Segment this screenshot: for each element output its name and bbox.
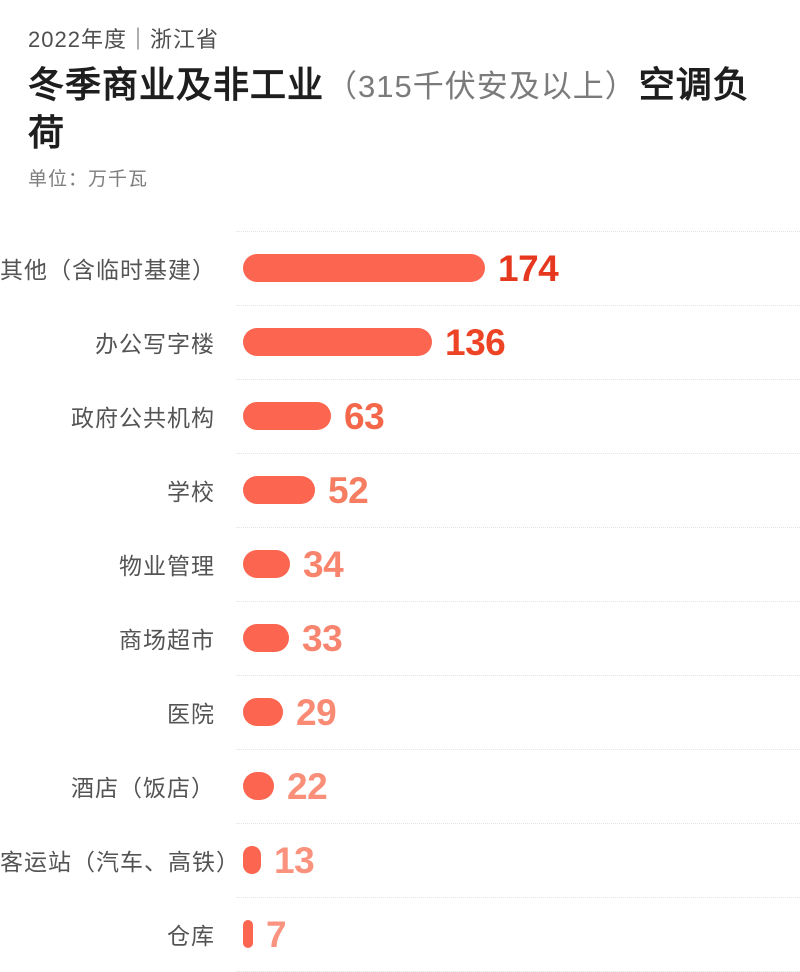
bar <box>243 328 432 356</box>
chart-header: 2022年度｜浙江省 冬季商业及非工业（315千伏安及以上）空调负荷 单位：万千… <box>0 0 800 192</box>
category-label: 办公写字楼 <box>95 331 215 357</box>
bar <box>243 476 315 504</box>
category-label: 医院 <box>167 701 215 727</box>
row-divider <box>236 749 800 750</box>
category-label: 政府公共机构 <box>71 405 215 431</box>
category-label: 仓库 <box>167 923 215 949</box>
title-bold-left: 冬季商业及非工业 <box>28 64 325 105</box>
bar <box>243 624 289 652</box>
value-label: 52 <box>328 469 369 511</box>
row-divider <box>236 601 800 602</box>
chart-row: 医院 29 <box>0 675 800 749</box>
chart-row: 商场超市 33 <box>0 601 800 675</box>
category-label: 物业管理 <box>119 553 215 579</box>
bar <box>243 920 253 948</box>
category-label: 客运站（汽车、高铁） <box>0 849 240 875</box>
unit-label: 单位：万千瓦 <box>28 169 149 190</box>
chart-row: 办公写字楼 136 <box>0 305 800 379</box>
bar-area: 29 <box>243 694 800 731</box>
value-label: 13 <box>274 839 315 881</box>
bar-area: 136 <box>243 324 800 361</box>
row-divider <box>236 379 800 380</box>
bar-area: 52 <box>243 472 800 509</box>
bar-area: 7 <box>243 916 800 953</box>
value-label: 22 <box>287 765 328 807</box>
title-bold-right: 空调负荷 <box>28 64 750 153</box>
bar-area: 34 <box>243 546 800 583</box>
chart-row: 酒店（饭店） 22 <box>0 749 800 823</box>
bar <box>243 550 290 578</box>
value-label: 29 <box>296 691 337 733</box>
value-label: 33 <box>302 617 343 659</box>
chart-row: 政府公共机构 63 <box>0 379 800 453</box>
bar-area: 63 <box>243 398 800 435</box>
row-divider <box>236 897 800 898</box>
title-parenthetical: （315千伏安及以上） <box>326 69 637 104</box>
chart-row: 客运站（汽车、高铁） 13 <box>0 823 800 897</box>
bar <box>243 698 283 726</box>
bar-chart: 其他（含临时基建） 174 办公写字楼 136 政府公共机构 63 学校 52 … <box>0 231 800 972</box>
chart-title: 冬季商业及非工业（315千伏安及以上）空调负荷 <box>28 62 772 156</box>
bar <box>243 402 331 430</box>
value-label: 63 <box>344 395 385 437</box>
chart-row: 其他（含临时基建） 174 <box>0 231 800 305</box>
bar <box>243 254 485 282</box>
category-label: 商场超市 <box>119 627 215 653</box>
row-divider <box>236 453 800 454</box>
bar-area: 22 <box>243 768 800 805</box>
bar <box>243 772 274 800</box>
value-label: 7 <box>266 913 287 955</box>
row-divider <box>236 823 800 824</box>
value-label: 174 <box>498 247 559 289</box>
row-divider <box>236 527 800 528</box>
row-divider <box>236 675 800 676</box>
category-label: 其他（含临时基建） <box>0 257 216 283</box>
bar-area: 13 <box>243 842 800 879</box>
chart-rows: 其他（含临时基建） 174 办公写字楼 136 政府公共机构 63 学校 52 … <box>0 231 800 971</box>
chart-row: 仓库 7 <box>0 897 800 971</box>
bar-area: 174 <box>243 250 800 287</box>
bar-area: 33 <box>243 620 800 657</box>
category-label: 酒店（饭店） <box>71 775 215 801</box>
category-label: 学校 <box>167 479 215 505</box>
chart-row: 学校 52 <box>0 453 800 527</box>
row-divider <box>236 231 800 232</box>
row-divider <box>236 305 800 306</box>
value-label: 136 <box>445 321 506 363</box>
eyebrow-text: 2022年度｜浙江省 <box>28 27 219 52</box>
bar <box>243 846 261 874</box>
chart-row: 物业管理 34 <box>0 527 800 601</box>
value-label: 34 <box>303 543 344 585</box>
